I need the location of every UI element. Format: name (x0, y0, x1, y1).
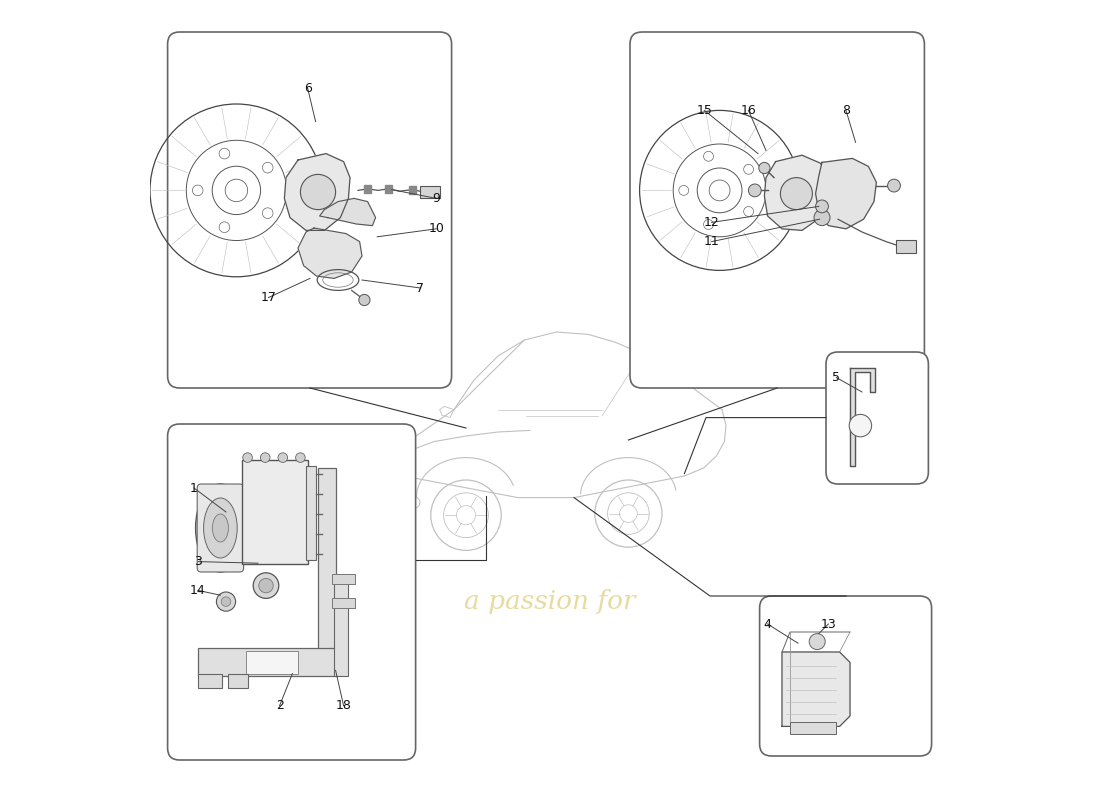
Circle shape (261, 453, 270, 462)
Circle shape (217, 592, 235, 611)
Circle shape (759, 162, 770, 174)
Text: 17: 17 (261, 291, 276, 304)
FancyBboxPatch shape (318, 468, 336, 652)
Polygon shape (764, 155, 828, 230)
Circle shape (296, 453, 305, 462)
Circle shape (221, 597, 231, 606)
Ellipse shape (196, 484, 245, 572)
Text: 13: 13 (821, 618, 836, 630)
FancyBboxPatch shape (896, 240, 915, 253)
FancyBboxPatch shape (790, 722, 836, 734)
Polygon shape (320, 198, 375, 226)
Circle shape (888, 179, 901, 192)
Ellipse shape (204, 498, 238, 558)
Text: 14: 14 (190, 584, 206, 597)
Circle shape (815, 200, 828, 213)
Text: 9: 9 (432, 192, 440, 205)
Text: 10: 10 (429, 222, 444, 235)
Circle shape (748, 184, 761, 197)
Text: 5: 5 (833, 371, 840, 384)
Circle shape (814, 210, 830, 226)
Polygon shape (815, 158, 877, 229)
FancyBboxPatch shape (167, 32, 452, 388)
Text: 8: 8 (842, 104, 850, 117)
Text: 1: 1 (190, 482, 198, 494)
Polygon shape (782, 652, 850, 726)
Circle shape (810, 634, 825, 650)
Circle shape (704, 219, 714, 230)
FancyBboxPatch shape (167, 424, 416, 760)
Text: 11: 11 (704, 235, 719, 248)
FancyBboxPatch shape (229, 674, 249, 688)
FancyBboxPatch shape (246, 651, 298, 674)
Bar (364, 185, 371, 193)
Circle shape (263, 208, 273, 218)
FancyBboxPatch shape (198, 648, 338, 676)
Circle shape (263, 162, 273, 173)
FancyBboxPatch shape (420, 186, 440, 198)
Text: 3: 3 (194, 555, 202, 568)
Text: 12: 12 (704, 216, 719, 229)
Circle shape (744, 206, 754, 216)
Circle shape (704, 151, 714, 162)
FancyBboxPatch shape (760, 596, 932, 756)
FancyBboxPatch shape (306, 466, 316, 560)
FancyBboxPatch shape (198, 674, 222, 688)
Text: 2: 2 (276, 699, 284, 712)
FancyBboxPatch shape (332, 574, 355, 584)
Circle shape (744, 165, 754, 174)
Circle shape (359, 294, 370, 306)
Bar (409, 186, 416, 194)
Circle shape (258, 578, 273, 593)
Text: 16: 16 (740, 104, 757, 117)
Circle shape (849, 414, 871, 437)
FancyBboxPatch shape (197, 484, 243, 572)
Polygon shape (285, 154, 350, 230)
Text: a passion for: a passion for (464, 589, 636, 614)
Text: 15: 15 (696, 104, 713, 117)
Polygon shape (298, 228, 362, 278)
Text: 7: 7 (417, 282, 425, 294)
FancyBboxPatch shape (334, 580, 349, 676)
Circle shape (192, 185, 204, 196)
Text: 4: 4 (763, 618, 771, 630)
Text: 18: 18 (336, 699, 352, 712)
FancyBboxPatch shape (332, 598, 355, 608)
Circle shape (278, 453, 287, 462)
Bar (385, 185, 392, 193)
Polygon shape (850, 368, 875, 466)
Circle shape (253, 573, 278, 598)
Circle shape (243, 453, 252, 462)
FancyBboxPatch shape (242, 460, 308, 564)
Circle shape (219, 148, 230, 159)
Circle shape (780, 178, 813, 210)
FancyBboxPatch shape (826, 352, 928, 484)
Circle shape (300, 174, 336, 210)
Circle shape (219, 222, 230, 233)
FancyBboxPatch shape (630, 32, 924, 388)
Circle shape (679, 186, 689, 195)
Ellipse shape (212, 514, 229, 542)
Text: 6: 6 (304, 82, 311, 94)
